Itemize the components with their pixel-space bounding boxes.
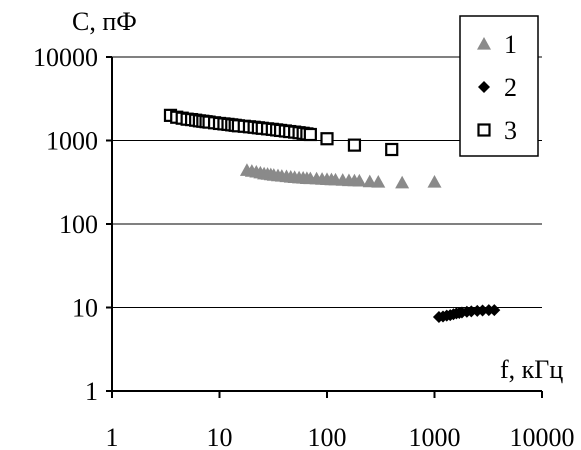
x-tick-label: 1000 xyxy=(409,423,461,450)
series-3-point xyxy=(320,132,334,146)
series-1-point xyxy=(362,174,377,188)
x-tick-label: 10000 xyxy=(510,423,575,450)
axes xyxy=(106,56,543,398)
series-3 xyxy=(163,108,399,157)
legend-marker-3 xyxy=(477,123,491,137)
series-2-point xyxy=(488,304,501,317)
legend-box xyxy=(459,15,539,157)
x-tick-label: 10 xyxy=(207,423,233,450)
legend-label-3: 3 xyxy=(504,116,517,145)
y-tick-labels: 1 10 100 1000 10000 xyxy=(33,43,98,406)
x-tick-label: 1 xyxy=(106,423,119,450)
legend: 1 2 3 xyxy=(459,15,539,157)
data-points xyxy=(163,108,501,323)
y-tick-label: 10 xyxy=(72,294,98,323)
series-3-point xyxy=(303,127,317,142)
series-1-point xyxy=(371,175,386,188)
legend-marker-2 xyxy=(478,81,490,93)
series-2 xyxy=(432,304,501,323)
legend-marker-1 xyxy=(477,37,491,50)
series-1-point xyxy=(395,175,410,189)
legend-label-2: 2 xyxy=(504,73,517,102)
x-axis-label: f, кГц xyxy=(500,355,563,384)
series-3-point xyxy=(347,138,362,152)
x-tick-labels: 1 10 100 1000 10000 xyxy=(106,423,575,450)
y-tick-label: 1 xyxy=(85,377,98,406)
series-1 xyxy=(239,163,442,189)
x-tick-label: 100 xyxy=(308,423,347,450)
series-1-point xyxy=(352,173,367,187)
series-3-point xyxy=(385,142,399,157)
y-tick-label: 1000 xyxy=(46,127,98,156)
series-1-point xyxy=(427,175,442,188)
y-axis-label: C, пФ xyxy=(72,7,137,36)
y-tick-label: 100 xyxy=(59,210,98,239)
legend-label-1: 1 xyxy=(504,30,517,59)
y-tick-label: 10000 xyxy=(33,43,98,72)
